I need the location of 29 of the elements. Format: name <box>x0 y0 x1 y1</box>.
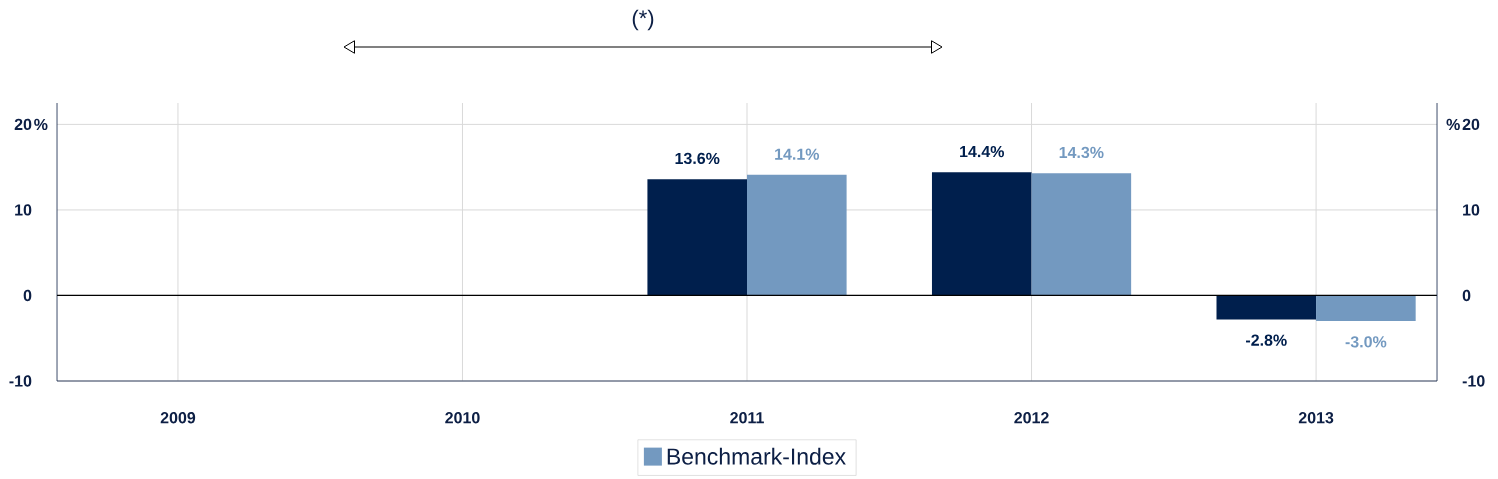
y-tick-label: 10 <box>15 204 32 216</box>
y2-tick-label: 0 <box>1462 289 1471 302</box>
bar <box>931 172 1032 296</box>
data-label: 14.4% <box>960 145 1005 158</box>
bar <box>747 174 847 296</box>
data-label: -3.0% <box>1345 336 1387 348</box>
x-tick-label: 2013 <box>1298 412 1334 424</box>
data-label: 14.1% <box>775 148 820 160</box>
y2-tick-label: 10 <box>1463 204 1480 216</box>
bar <box>1216 295 1317 320</box>
text: (*) <box>632 9 654 31</box>
data-label: 14.3% <box>1059 146 1104 159</box>
x-tick-label: 2010 <box>445 412 480 424</box>
x-tick-label: 2011 <box>730 412 764 424</box>
bar <box>1031 173 1132 296</box>
data-label: -2.8% <box>1246 334 1287 346</box>
x-tick-label: 2009 <box>160 412 196 424</box>
data-label: 13.6% <box>675 152 720 165</box>
y-tick-label: -10 <box>9 375 32 387</box>
y2-tick-label: -10 <box>1462 375 1485 387</box>
legend-label: Benchmark-Index <box>667 447 846 465</box>
bar <box>647 179 748 296</box>
y2-axis-title: % <box>1446 118 1460 131</box>
bar <box>1316 295 1416 322</box>
y-tick-label: 0 <box>23 289 32 302</box>
y-axis-title: % <box>34 118 48 131</box>
x-tick-label: 2012 <box>1014 412 1049 424</box>
y-tick-label: 20 <box>14 118 32 131</box>
y2-tick-label: 20 <box>1462 118 1480 131</box>
